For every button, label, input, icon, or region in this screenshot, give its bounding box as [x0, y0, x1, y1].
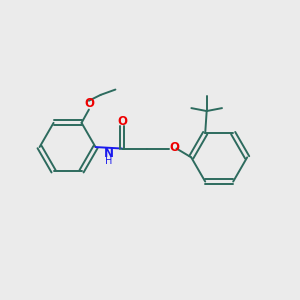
- Text: O: O: [169, 141, 179, 154]
- Text: H: H: [105, 156, 112, 166]
- Text: O: O: [85, 97, 94, 110]
- Text: O: O: [117, 115, 127, 128]
- Text: N: N: [104, 147, 114, 160]
